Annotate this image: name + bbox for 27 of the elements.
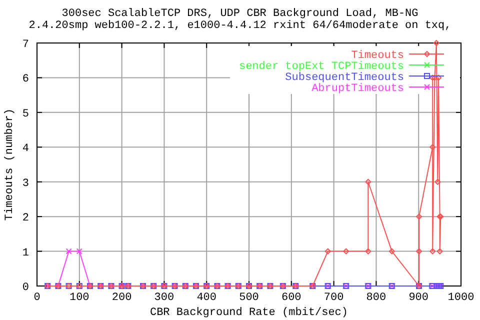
x-tick-label: 0 xyxy=(34,292,40,304)
y-tick-label: 6 xyxy=(22,74,29,86)
x-tick-label: 500 xyxy=(239,292,259,304)
chart-title: 300sec ScalableTCP DRS, UDP CBR Background Load, MB-NG xyxy=(62,8,418,20)
y-tick-label: 7 xyxy=(22,39,29,51)
x-tick-label: 800 xyxy=(366,292,386,304)
x-tick-label: 300 xyxy=(154,292,174,304)
x-tick-label: 900 xyxy=(408,292,429,304)
x-tick-label: 200 xyxy=(112,292,132,304)
y-tick-label: 1 xyxy=(22,247,30,260)
y-tick-label: 4 xyxy=(22,143,30,156)
y-axis-title: Timeouts (number) xyxy=(4,108,16,221)
x-tick-label: 700 xyxy=(324,292,344,304)
x-axis-title: CBR Background Rate (mbit/sec) xyxy=(150,307,348,319)
x-tick-label: 100 xyxy=(69,292,90,304)
y-tick-label: 3 xyxy=(22,178,29,190)
legend-label: AbruptTimeouts xyxy=(312,83,404,95)
legend-label: SubsequentTimeouts xyxy=(285,72,404,84)
chart-subtitle: 2.4.20smp web100-2.2.1, e1000-4.4.12 rxint 64/64moderate on txq, xyxy=(28,20,452,32)
y-tick-label: 0 xyxy=(22,282,29,294)
x-tick-label: 400 xyxy=(196,292,217,304)
legend-label: sender topExt TCPTimeouts xyxy=(238,61,404,73)
y-tick-label: 5 xyxy=(22,108,29,120)
x-tick-label: 1000 xyxy=(448,292,474,304)
y-tick-label: 2 xyxy=(22,212,29,225)
legend-label: Timeouts xyxy=(351,50,404,62)
x-tick-label: 600 xyxy=(281,292,302,304)
